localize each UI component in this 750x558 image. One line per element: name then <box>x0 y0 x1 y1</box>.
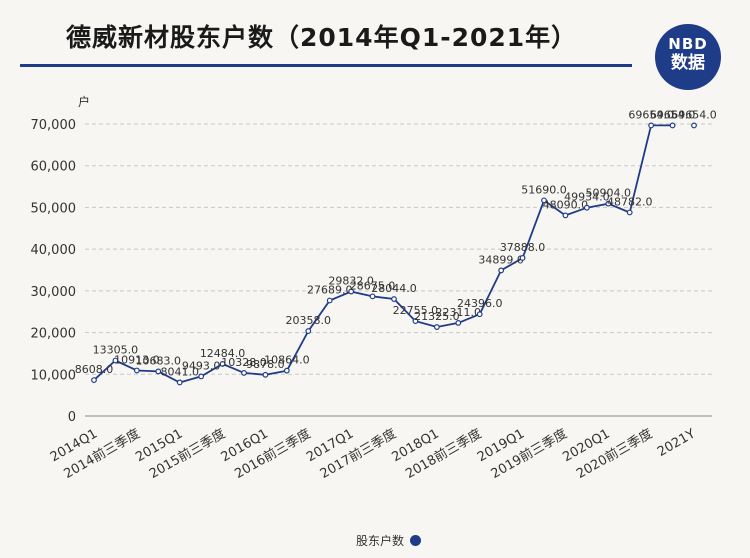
x-tick-label: 2021Y <box>655 426 698 460</box>
data-point <box>283 367 290 374</box>
data-label: 9878.0 <box>246 358 285 371</box>
data-point <box>455 320 462 326</box>
legend-dot-icon <box>410 535 422 546</box>
data-point <box>519 255 526 261</box>
y-tick-label: 60,000 <box>31 160 77 175</box>
chart-title: 德威新材股东户数（2014年Q1-2021年） <box>66 23 578 52</box>
data-point <box>583 204 590 211</box>
series-line <box>93 124 673 384</box>
data-label: 29832.0 <box>328 275 374 288</box>
y-tick-label: 30,000 <box>31 285 77 300</box>
legend: 股东户数 <box>356 532 422 549</box>
data-label: 10683.0 <box>136 354 182 367</box>
y-tick-label: 20,000 <box>31 327 77 342</box>
y-tick-label: 50,000 <box>31 201 77 216</box>
data-point <box>198 373 205 380</box>
data-point <box>241 370 247 376</box>
data-label: 12484.0 <box>200 347 246 360</box>
data-label: 24396.0 <box>457 297 503 310</box>
data-label: 10328.0 <box>221 356 267 369</box>
data-label: 22311.0 <box>436 306 482 319</box>
logo-text-bottom: 数据 <box>671 53 705 73</box>
data-point <box>369 293 376 300</box>
data-point <box>626 209 633 216</box>
data-label: 49934.0 <box>564 191 610 204</box>
data-label: 69654.0 <box>650 108 696 121</box>
data-point <box>562 212 569 219</box>
data-label: 8608.0 <box>75 363 114 376</box>
data-label: 10913.0 <box>114 353 160 366</box>
data-label: 69654.0 <box>628 108 674 121</box>
logo-text-top: NBD <box>668 35 708 53</box>
data-label: 69654.0 <box>671 108 717 121</box>
y-tick-label: 0 <box>68 410 76 425</box>
data-label: 50904.0 <box>586 187 632 200</box>
data-point <box>133 367 140 374</box>
data-label: 8041.0 <box>160 365 199 378</box>
data-label: 10864.0 <box>264 354 310 367</box>
data-label: 27689.0 <box>307 283 353 296</box>
data-point <box>433 324 440 330</box>
data-point <box>605 200 612 207</box>
data-label: 34899.0 <box>478 253 524 266</box>
data-label: 13305.0 <box>93 343 139 356</box>
data-label: 28675.0 <box>350 279 396 292</box>
data-label: 20358.0 <box>286 314 332 327</box>
data-point <box>412 318 419 324</box>
data-label: 9493.0 <box>182 359 221 372</box>
data-label: 21325.0 <box>414 310 460 323</box>
data-point <box>541 197 547 204</box>
y-tick-label: 70,000 <box>31 118 77 133</box>
data-label: 51690.0 <box>521 183 567 196</box>
data-point <box>648 122 655 129</box>
data-point <box>262 371 269 378</box>
data-point <box>155 368 162 375</box>
y-tick-label: 10,000 <box>31 368 77 383</box>
nbd-logo: NBD 数据 <box>655 24 721 90</box>
data-label: 22755.0 <box>393 304 439 317</box>
title-underline <box>20 64 632 67</box>
data-point <box>669 122 676 129</box>
legend-label: 股东户数 <box>356 534 405 548</box>
data-label: 28044.0 <box>371 282 417 295</box>
data-point <box>305 328 312 334</box>
data-point <box>348 288 355 295</box>
data-label: 48090.0 <box>543 198 589 211</box>
y-tick-label: 40,000 <box>31 243 77 258</box>
data-point <box>391 296 397 302</box>
data-point <box>476 311 483 318</box>
data-label: 37888.0 <box>500 241 546 254</box>
data-label: 48782.0 <box>607 196 653 209</box>
data-point <box>498 267 505 274</box>
data-point <box>91 377 97 383</box>
data-point <box>176 379 183 386</box>
data-point <box>112 357 119 364</box>
data-point <box>326 297 333 304</box>
data-point <box>691 122 697 129</box>
data-point <box>219 361 226 367</box>
y-axis-unit-label: 户 <box>78 94 90 109</box>
